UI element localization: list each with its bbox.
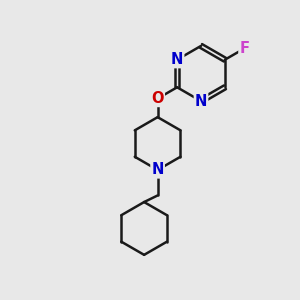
Text: O: O (152, 91, 164, 106)
Text: N: N (171, 52, 183, 67)
Text: N: N (152, 162, 164, 177)
Text: F: F (239, 41, 249, 56)
Text: N: N (195, 94, 207, 109)
